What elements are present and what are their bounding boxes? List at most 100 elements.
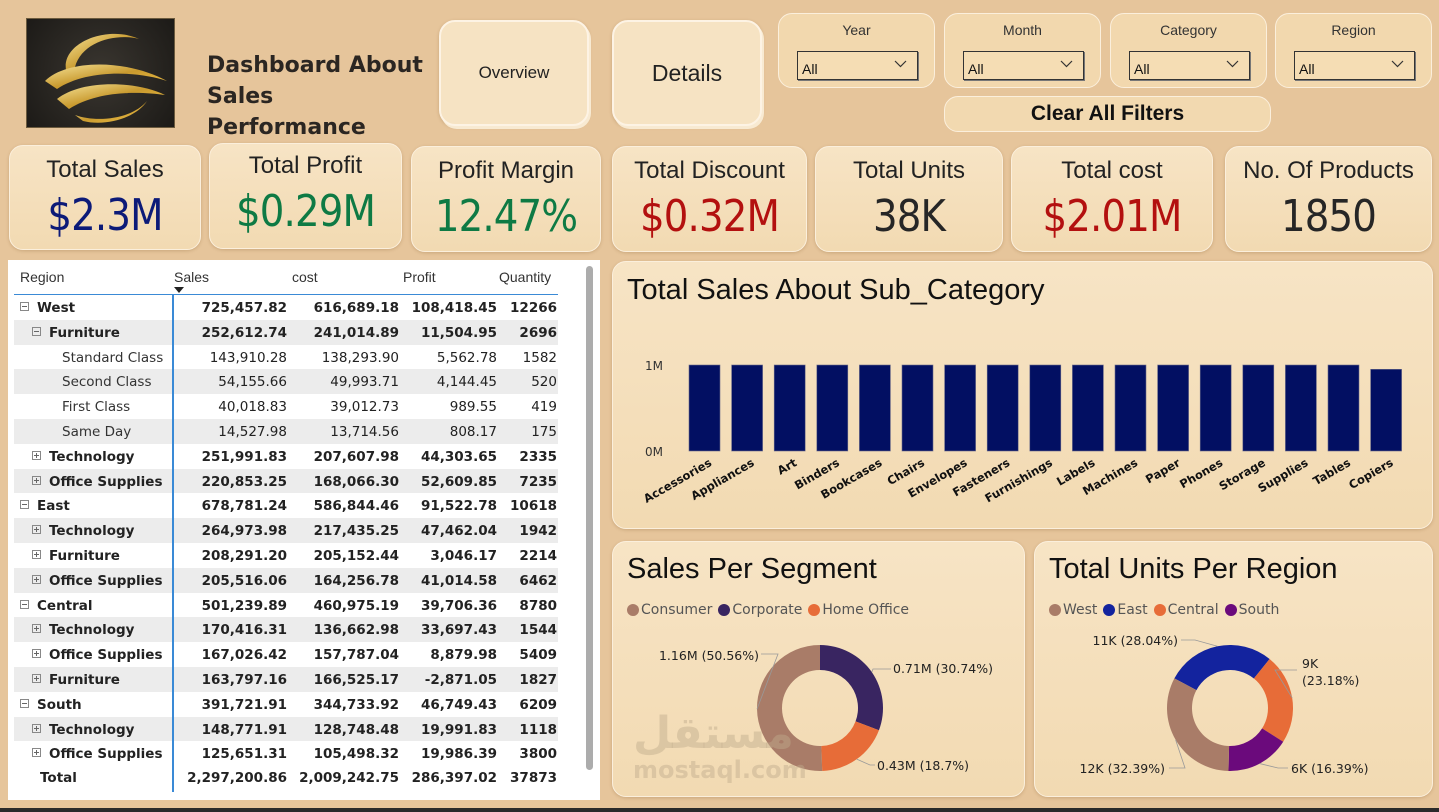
collapse-icon[interactable] (20, 500, 29, 510)
month-filter: Month All (944, 13, 1101, 88)
bar[interactable] (901, 364, 934, 452)
column-header-cost[interactable]: cost (292, 269, 318, 285)
table-row: Office Supplies 205,516.06 164,256.78 41,01… (14, 567, 558, 593)
row-label: Office Supplies (49, 647, 163, 664)
cell-qty: 520 (531, 374, 557, 391)
bar[interactable] (1327, 364, 1360, 452)
region-filter: Region All (1275, 13, 1432, 88)
donut-slice[interactable] (757, 645, 823, 771)
cell-qty: 7235 (519, 473, 557, 490)
expand-icon[interactable] (32, 475, 41, 485)
bar[interactable] (1285, 364, 1317, 452)
expand-icon[interactable] (32, 649, 41, 659)
bar[interactable] (688, 364, 721, 452)
cell-sales: 208,291.20 (201, 547, 287, 564)
month-select[interactable]: All (963, 51, 1084, 80)
region-select[interactable]: All (1294, 51, 1415, 80)
legend-label: Home Office (822, 602, 910, 618)
details-button[interactable]: Details (612, 20, 762, 126)
column-header-profit[interactable]: Profit (403, 269, 436, 285)
legend-item[interactable]: West (1049, 602, 1097, 618)
kpi-value: 38K (872, 191, 946, 242)
bar[interactable] (1370, 369, 1402, 452)
collapse-icon[interactable] (20, 302, 29, 311)
cell-cost: 207,607.98 (313, 448, 399, 465)
year-select[interactable]: All (797, 51, 918, 80)
expand-icon[interactable] (32, 673, 41, 683)
bar[interactable] (1114, 364, 1147, 452)
donut-slice[interactable] (820, 645, 883, 731)
chart-title: Total Units Per Region (1049, 553, 1338, 585)
cell-profit: -2,871.05 (424, 671, 497, 688)
legend-item[interactable]: Corporate (718, 602, 802, 618)
cell-qty: 1942 (519, 523, 557, 540)
donut-chart-svg: 0.71M (30.74%) 0.43M (18.7%) 1.16M (50.56%… (659, 645, 993, 773)
cell-cost: 138,293.90 (321, 349, 399, 366)
expand-icon[interactable] (32, 723, 41, 733)
cell-profit: 5,562.78 (436, 349, 497, 366)
donut-slice[interactable] (1253, 659, 1293, 742)
bar[interactable] (731, 364, 763, 452)
table-row: Office Supplies 125,651.31 105,498.32 19,98… (14, 741, 558, 766)
expand-icon[interactable] (32, 450, 41, 460)
cell-cost: 586,844.46 (313, 498, 399, 515)
row-label: Office Supplies (49, 473, 163, 490)
bar[interactable] (986, 364, 1019, 452)
cell-cost: 616,689.18 (313, 300, 399, 316)
legend-item[interactable]: Consumer (627, 602, 712, 618)
cell-cost: 205,152.44 (313, 547, 399, 564)
category-select[interactable]: All (1129, 51, 1250, 80)
row-label: Second Class (62, 374, 152, 391)
table-scrollbar[interactable] (586, 266, 593, 770)
donut-slice[interactable] (1228, 728, 1284, 771)
bar[interactable] (773, 364, 806, 452)
kpi-value: $0.32M (640, 191, 780, 242)
donut-slice[interactable] (821, 721, 879, 771)
bar[interactable] (944, 364, 976, 452)
table-row: Furniture 208,291.20 205,152.44 3,046.17 221… (14, 543, 558, 568)
cell-profit: 41,014.58 (420, 572, 497, 589)
collapse-icon[interactable] (20, 599, 29, 609)
bar[interactable] (1157, 364, 1189, 452)
cell-cost: 344,733.92 (313, 696, 399, 713)
collapse-icon[interactable] (32, 326, 41, 336)
clear-all-filters-button[interactable]: Clear All Filters (944, 96, 1271, 132)
legend-item[interactable]: South (1224, 602, 1279, 618)
cell-sales: 725,457.82 (201, 300, 287, 316)
legend-item[interactable]: Home Office (808, 602, 909, 618)
cell-profit: 52,609.85 (420, 473, 497, 490)
bar[interactable] (1029, 364, 1062, 452)
expand-icon[interactable] (32, 525, 41, 535)
expand-icon[interactable] (32, 624, 41, 634)
cell-sales: 501,239.89 (201, 597, 287, 614)
expand-icon[interactable] (32, 574, 41, 584)
bar[interactable] (859, 364, 891, 452)
cell-qty: 12266 (510, 300, 557, 316)
expand-icon[interactable] (32, 748, 41, 758)
column-header-quantity[interactable]: Quantity (499, 269, 552, 285)
collapse-icon[interactable] (20, 698, 29, 708)
expand-icon[interactable] (32, 549, 41, 559)
x-tick-label: Phones (1177, 455, 1225, 491)
cell-sales: 14,527.98 (218, 423, 287, 440)
matrix-grid: Region Sales cost Profit Quantity West 72… (14, 260, 558, 792)
column-header-sales[interactable]: Sales (174, 269, 210, 285)
donut-slice[interactable] (1167, 678, 1230, 771)
overview-button[interactable]: Overview (439, 20, 589, 126)
kpi-total-units: Total Units 38K (815, 146, 1003, 252)
kpi-label: Total Units (852, 157, 966, 184)
bar[interactable] (1242, 364, 1275, 452)
legend-item[interactable]: Central (1153, 602, 1219, 618)
matrix-total-row: Total 2,297,200.86 2,009,242.75 286,397.… (40, 770, 557, 787)
kpi-total-profit: Total Profit $0.29M (209, 143, 402, 249)
donut-slice[interactable] (1174, 645, 1270, 691)
table-row: Second Class 54,155.66 49,993.71 4,144.45 52… (14, 369, 558, 395)
bar[interactable] (1072, 364, 1104, 452)
bar[interactable] (816, 364, 849, 452)
bar[interactable] (1199, 364, 1232, 452)
cell-profit: 46,749.43 (420, 696, 497, 713)
data-label: 6K (16.39%) (1291, 761, 1369, 776)
kpi-value: 12.47% (434, 191, 578, 242)
legend-item[interactable]: East (1103, 602, 1148, 618)
column-header-region[interactable]: Region (20, 269, 65, 285)
